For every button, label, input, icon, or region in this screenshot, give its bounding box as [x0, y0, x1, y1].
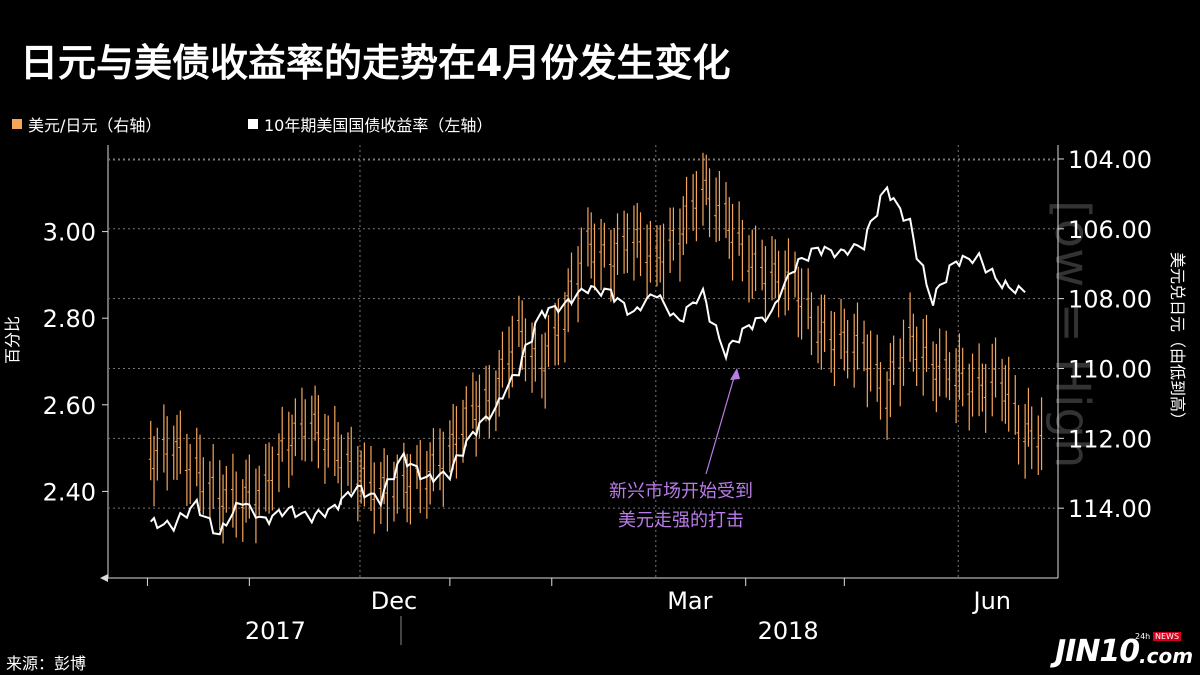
legend-item-yield: 10年期美国国债收益率（左轴） [248, 112, 492, 136]
legend-label-yield: 10年期美国国债收益率（左轴） [264, 116, 493, 135]
logo-badge: NEWS [1153, 632, 1182, 641]
right-tick-label: 108.00 [1068, 286, 1152, 314]
x-tick-label: Dec [371, 587, 417, 615]
annotation-text: 美元走强的打击 [618, 510, 744, 531]
legend-swatch-yield [248, 119, 258, 129]
annotation-text: 新兴市场开始受到 [609, 481, 753, 502]
right-tick-label: 114.00 [1068, 495, 1152, 523]
axis-arrow [100, 574, 108, 582]
logo-domain: .com [1139, 644, 1194, 668]
legend-label-usdjpy: 美元/日元（右轴） [28, 116, 162, 135]
right-tick-label: 106.00 [1068, 216, 1152, 244]
left-axis-title: 百分比 [3, 316, 22, 364]
year-label: 2018 [758, 617, 819, 645]
annotation-arrow-head [730, 368, 740, 380]
right-tick-label: 110.00 [1068, 355, 1152, 383]
jin10-logo: JIN10 24h NEWS .com [1055, 632, 1195, 669]
left-tick-label: 2.60 [43, 392, 96, 420]
left-tick-label: 3.00 [43, 219, 96, 247]
x-tick-label: Jun [972, 587, 1012, 615]
annotation-arrow-line [705, 373, 736, 475]
yield-line [149, 185, 1026, 536]
chart-title: 日元与美债收益率的走势在4月份发生变化 [20, 41, 731, 85]
legend-swatch-usdjpy [12, 119, 22, 129]
right-tick-label: 104.00 [1068, 146, 1152, 174]
logo-prefix: 24h [1135, 632, 1151, 641]
right-tick-label: 112.00 [1068, 425, 1152, 453]
legend-item-usdjpy: 美元/日元（右轴） [12, 112, 161, 136]
left-tick-label: 2.80 [43, 305, 96, 333]
year-label: 2017 [245, 617, 306, 645]
source-note: 来源：彭博 [6, 654, 87, 673]
logo-text: JIN10 [1055, 634, 1140, 669]
right-axis-title: 美元兑日元（由低到高） [1168, 252, 1187, 428]
x-tick-label: Mar [667, 587, 712, 615]
left-tick-label: 2.40 [43, 478, 96, 506]
